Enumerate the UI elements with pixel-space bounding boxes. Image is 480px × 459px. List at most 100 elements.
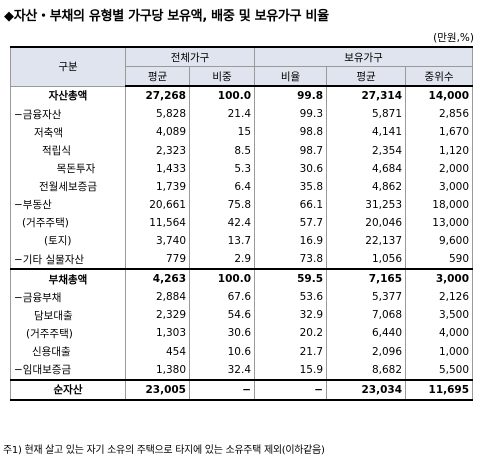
cell-value: 10.6 [188, 342, 256, 361]
cell-value: 27,268 [125, 86, 190, 106]
cell-value: 8,682 [326, 360, 407, 380]
cell-value: 2.9 [188, 250, 256, 270]
row-label: 목돈투자 [10, 159, 126, 178]
cell-value: 5,377 [326, 288, 407, 307]
cell-value: 13.7 [188, 231, 256, 251]
table-row: 목돈투자 1,433 5.3 30.6 4,684 2,000 [10, 159, 474, 178]
cell-value: 9,600 [405, 231, 474, 251]
cell-value: 75.8 [188, 195, 256, 214]
table-title: ◆자산・부채의 유형별 가구당 보유액, 배중 및 보유가구 비율 [4, 9, 329, 24]
row-label: (토지) [10, 231, 126, 251]
cell-value: 15.9 [254, 360, 328, 380]
cell-value: 4,263 [125, 268, 190, 289]
cell-value: 23,034 [326, 378, 407, 401]
cell-value: 59.5 [254, 268, 328, 289]
table-row: 신용대출 454 10.6 21.7 2,096 1,000 [10, 342, 474, 361]
cell-value: 20,046 [326, 213, 407, 232]
cell-value: 2,323 [125, 141, 190, 160]
cell-value: 100.0 [188, 268, 256, 289]
row-label: 신용대출 [10, 342, 126, 361]
cell-value: 4,000 [405, 324, 474, 343]
cell-value: 16.9 [254, 231, 328, 251]
cell-value: 2,354 [326, 141, 407, 160]
cell-value: 11,695 [405, 378, 474, 401]
row-label: 순자산 [10, 378, 126, 401]
cell-value: 14,000 [405, 86, 474, 106]
header-group-holding: 보유가구 [254, 46, 474, 68]
cell-value: 100.0 [188, 86, 256, 106]
cell-value: 27,314 [326, 86, 407, 106]
cell-value: 1,433 [125, 159, 190, 178]
row-label: −부동산 [10, 195, 126, 214]
cell-value: 22,137 [326, 231, 407, 251]
header-median: 중위수 [405, 66, 474, 88]
asset-debt-table: 구분 전체가구 보유가구 평균 비중 비율 평균 중위수 자산총액 27,268 1… [10, 45, 474, 401]
cell-value: 3,000 [405, 268, 474, 289]
cell-value: 53.6 [254, 288, 328, 307]
row-label: (거주주택) [10, 213, 126, 232]
row-label: 자산총액 [10, 86, 126, 106]
cell-value: 7,068 [326, 306, 407, 325]
footnote: 주1) 현재 살고 있는 자기 소유의 주택으로 타지에 있는 소유주택 제외(… [3, 445, 325, 456]
cell-value: 5,500 [405, 360, 474, 380]
cell-value: 57.7 [254, 213, 328, 232]
cell-value: 21.7 [254, 342, 328, 361]
table-row: 저축액 4,089 15 98.8 4,141 1,670 [10, 123, 474, 142]
row-label: −금융부채 [10, 288, 126, 307]
cell-value: 4,862 [326, 177, 407, 196]
cell-value: 30.6 [188, 324, 256, 343]
table-row: (거주주택) 1,303 30.6 20.2 6,440 4,000 [10, 324, 474, 343]
table-row: −부동산 20,661 75.8 66.1 31,253 18,000 [10, 195, 474, 214]
cell-value: 99.3 [254, 105, 328, 124]
row-label: 적립식 [10, 141, 126, 160]
cell-value: 2,329 [125, 306, 190, 325]
cell-value: 1,000 [405, 342, 474, 361]
cell-value: 31,253 [326, 195, 407, 214]
cell-value: 5.3 [188, 159, 256, 178]
cell-value: 98.8 [254, 123, 328, 142]
cell-value: 1,056 [326, 250, 407, 270]
row-label: 담보대출 [10, 306, 126, 325]
table-row: 담보대출 2,329 54.6 32.9 7,068 3,500 [10, 306, 474, 325]
header-avg: 평균 [125, 66, 190, 88]
cell-value: 1,670 [405, 123, 474, 142]
cell-value: 66.1 [254, 195, 328, 214]
cell-value: 98.7 [254, 141, 328, 160]
table-row: 부채총액 4,263 100.0 59.5 7,165 3,000 [10, 268, 474, 289]
row-label: 전월세보증금 [10, 177, 126, 196]
cell-value: 1,120 [405, 141, 474, 160]
cell-value: 73.8 [254, 250, 328, 270]
cell-value: 67.6 [188, 288, 256, 307]
cell-value: 2,856 [405, 105, 474, 124]
row-label: −금융자산 [10, 105, 126, 124]
cell-value: 11,564 [125, 213, 190, 232]
cell-value: 32.9 [254, 306, 328, 325]
cell-value: 6.4 [188, 177, 256, 196]
cell-value: 454 [125, 342, 190, 361]
cell-value: 15 [188, 123, 256, 142]
cell-value: 1,303 [125, 324, 190, 343]
header-ratio: 비율 [254, 66, 328, 88]
unit-label: (만원,%) [433, 32, 474, 44]
header-group-all: 전체가구 [124, 46, 256, 68]
cell-value: 35.8 [254, 177, 328, 196]
cell-value: 3,000 [405, 177, 474, 196]
cell-value: 2,126 [405, 288, 474, 307]
header-category: 구분 [10, 45, 126, 87]
cell-value: 99.8 [254, 86, 328, 106]
cell-value: 2,000 [405, 159, 474, 178]
cell-value: 30.6 [254, 159, 328, 178]
row-label: 저축액 [10, 123, 126, 142]
cell-value: 590 [405, 250, 474, 270]
cell-value: − [254, 378, 328, 401]
cell-value: 8.5 [188, 141, 256, 160]
cell-value: − [188, 378, 256, 401]
table-row: (거주주택) 11,564 42.4 57.7 20,046 13,000 [10, 213, 474, 232]
cell-value: 54.6 [188, 306, 256, 325]
cell-value: 2,096 [326, 342, 407, 361]
cell-value: 18,000 [405, 195, 474, 214]
cell-value: 21.4 [188, 105, 256, 124]
cell-value: 5,828 [125, 105, 190, 124]
cell-value: 20.2 [254, 324, 328, 343]
header-share: 비중 [188, 66, 256, 88]
